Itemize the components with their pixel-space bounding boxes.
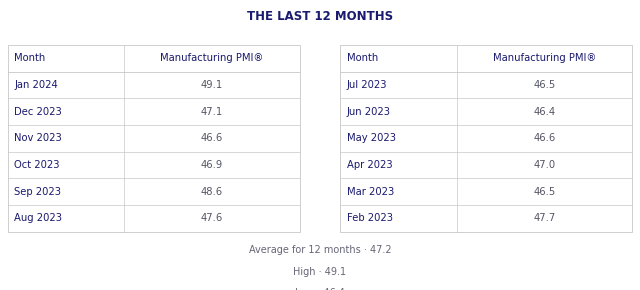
Text: Feb 2023: Feb 2023: [347, 213, 393, 223]
Text: Jul 2023: Jul 2023: [347, 80, 387, 90]
Text: 48.6: 48.6: [201, 187, 223, 197]
Text: Aug 2023: Aug 2023: [14, 213, 62, 223]
Bar: [8, 45, 300, 232]
Text: THE LAST 12 MONTHS: THE LAST 12 MONTHS: [247, 10, 393, 23]
Text: 47.6: 47.6: [201, 213, 223, 223]
Text: Apr 2023: Apr 2023: [347, 160, 392, 170]
Text: 46.5: 46.5: [534, 187, 556, 197]
Bar: [340, 45, 632, 232]
Text: May 2023: May 2023: [347, 133, 396, 143]
Text: 46.5: 46.5: [534, 80, 556, 90]
Text: 46.6: 46.6: [534, 133, 556, 143]
Text: Month: Month: [347, 53, 378, 63]
Text: Low · 46.4: Low · 46.4: [295, 288, 345, 290]
Text: 47.1: 47.1: [201, 107, 223, 117]
Text: Sep 2023: Sep 2023: [14, 187, 61, 197]
Text: Jun 2023: Jun 2023: [347, 107, 391, 117]
Text: Jan 2024: Jan 2024: [14, 80, 58, 90]
Text: 47.0: 47.0: [534, 160, 556, 170]
Text: Manufacturing PMI®: Manufacturing PMI®: [493, 53, 596, 63]
Text: Mar 2023: Mar 2023: [347, 187, 394, 197]
Text: High · 49.1: High · 49.1: [293, 267, 347, 276]
Text: Month: Month: [14, 53, 45, 63]
Text: 47.7: 47.7: [534, 213, 556, 223]
Text: 46.6: 46.6: [201, 133, 223, 143]
Text: 46.4: 46.4: [534, 107, 556, 117]
Text: Average for 12 months · 47.2: Average for 12 months · 47.2: [249, 245, 391, 255]
Text: Manufacturing PMI®: Manufacturing PMI®: [160, 53, 264, 63]
Text: 49.1: 49.1: [201, 80, 223, 90]
Text: 46.9: 46.9: [201, 160, 223, 170]
Text: Dec 2023: Dec 2023: [14, 107, 62, 117]
Text: Nov 2023: Nov 2023: [14, 133, 62, 143]
Text: Oct 2023: Oct 2023: [14, 160, 60, 170]
